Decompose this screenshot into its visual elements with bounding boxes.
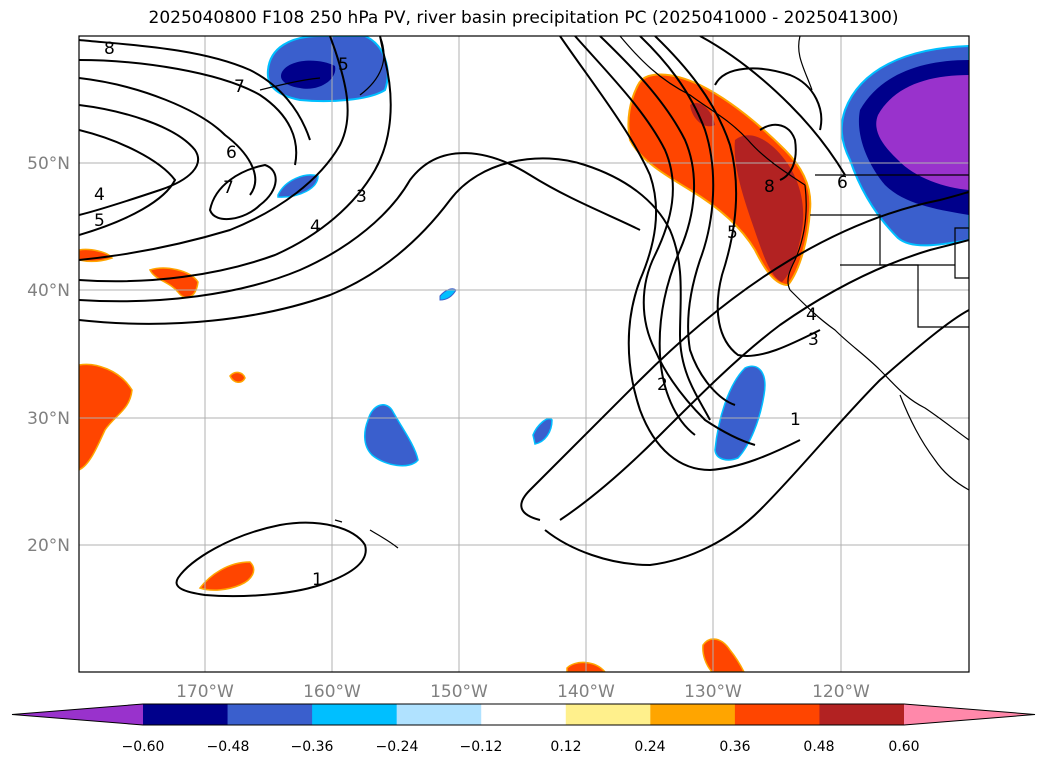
colorbar-segment	[227, 704, 313, 725]
precip-negative-region	[277, 174, 319, 198]
lat-label: 30°N	[27, 409, 70, 429]
colorbar-extend-min	[12, 704, 143, 725]
longitude-labels: 170°W 160°W 150°W 140°W 130°W 120°W	[176, 682, 870, 702]
precip-negative-peak	[876, 75, 969, 190]
colorbar	[11, 703, 1036, 726]
contour-label: 5	[338, 55, 349, 75]
contour-label: 1	[312, 570, 323, 590]
graticule	[79, 36, 969, 672]
colorbar-tick: −0.24	[376, 739, 419, 755]
lon-label: 160°W	[303, 682, 361, 702]
contour-label: 7	[234, 77, 245, 97]
contour-label: 5	[94, 211, 105, 231]
precip-positive-region	[702, 638, 745, 672]
colorbar-outline	[11, 703, 1036, 726]
contour-label: 8	[104, 39, 115, 59]
map-title: 2025040800 F108 250 hPa PV, river basin …	[148, 8, 899, 28]
colorbar-segment	[312, 704, 398, 725]
latitude-labels: 50°N 40°N 30°N 20°N	[27, 154, 70, 556]
colorbar-tick: −0.60	[122, 739, 165, 755]
contour-label: 6	[837, 173, 848, 193]
precip-negative-region	[714, 365, 766, 461]
precip-positive-region	[79, 363, 133, 471]
contour-label: 4	[94, 185, 105, 205]
contour-label: 4	[310, 217, 321, 237]
colorbar-segment	[734, 704, 820, 725]
lon-label: 170°W	[176, 682, 234, 702]
precip-positive-region	[148, 267, 199, 299]
contour-label: 2	[657, 375, 668, 395]
colorbar-segment	[565, 704, 651, 725]
colorbar-segment	[143, 704, 229, 725]
pv-contours	[79, 36, 969, 598]
map-frame	[78, 35, 970, 673]
contour-label: 7	[223, 178, 234, 198]
colorbar-tick: −0.36	[291, 739, 334, 755]
contour-label: 3	[356, 187, 367, 207]
contour-label: 4	[806, 305, 817, 325]
colorbar-segment	[650, 704, 736, 725]
lon-label: 140°W	[557, 682, 615, 702]
contour-label: 5	[727, 223, 738, 243]
colorbar-tick: −0.12	[460, 739, 503, 755]
colorbar-segment	[481, 704, 567, 725]
contour-label: 6	[226, 143, 237, 163]
colorbar-tick: 0.36	[719, 739, 750, 755]
contour-label: 8	[764, 177, 775, 197]
contour-labels: 8 7 6 7 4 5 5 3 4 2 1 5 8 6 4 3 1	[94, 39, 848, 590]
colorbar-extend-max	[904, 704, 1035, 725]
precip-positive-region	[229, 371, 246, 383]
colorbar-tick: 0.48	[803, 739, 834, 755]
colorbar-segment	[396, 704, 482, 725]
lon-label: 150°W	[430, 682, 488, 702]
colorbar-tick: −0.48	[207, 739, 250, 755]
lon-label: 120°W	[812, 682, 870, 702]
lat-label: 40°N	[27, 281, 70, 301]
contour-label: 3	[808, 330, 819, 350]
lat-label: 20°N	[27, 536, 70, 556]
colorbar-tick: 0.12	[550, 739, 581, 755]
colorbar-ticks: −0.60 −0.48 −0.36 −0.24 −0.12 0.12 0.24 …	[122, 739, 920, 755]
precip-positive-region	[198, 561, 255, 591]
contour-label: 1	[790, 410, 801, 430]
colorbar-tick: 0.60	[888, 739, 919, 755]
precip-negative-region	[364, 404, 419, 467]
lat-label: 50°N	[27, 154, 70, 174]
precip-negative-region	[532, 418, 553, 445]
colorbar-tick: 0.24	[634, 739, 665, 755]
lon-label: 130°W	[684, 682, 742, 702]
precip-shading	[79, 36, 969, 672]
colorbar-segment	[819, 704, 905, 725]
